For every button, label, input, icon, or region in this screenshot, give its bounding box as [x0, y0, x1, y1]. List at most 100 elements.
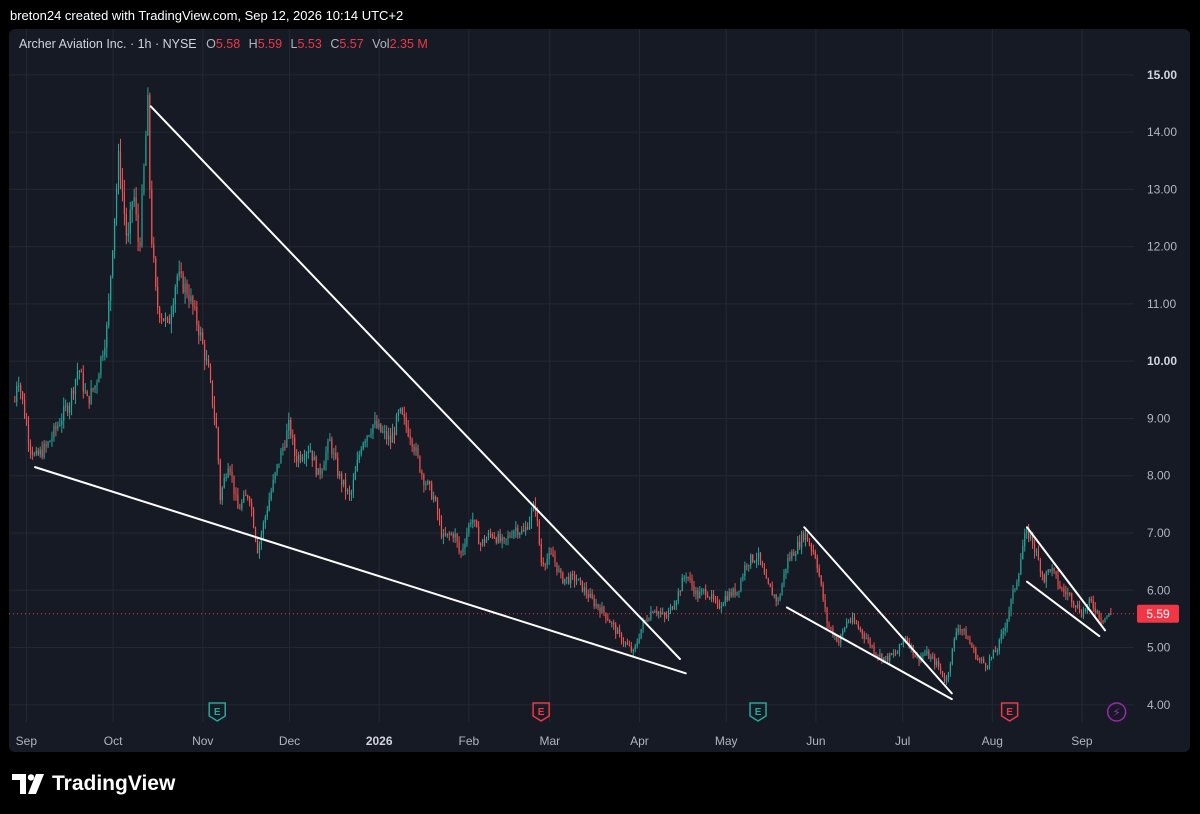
candle-body	[499, 533, 501, 542]
high-label: H	[248, 37, 258, 51]
candle-body	[370, 433, 372, 436]
candle-body	[472, 519, 474, 523]
earnings-marker	[532, 702, 550, 722]
candle-body	[444, 533, 446, 536]
candle-body	[959, 628, 961, 630]
candle-body	[742, 576, 744, 580]
candle-body	[429, 481, 431, 484]
candle-body	[646, 619, 648, 621]
candle-body	[225, 477, 227, 479]
tradingview-logo[interactable]: TradingView	[12, 770, 175, 798]
candle-body	[425, 484, 427, 486]
candle-body	[638, 638, 640, 643]
candle-body	[386, 431, 388, 440]
candle-body	[254, 527, 257, 540]
candle-body	[894, 653, 897, 655]
candle-body	[979, 659, 981, 661]
candle-body	[558, 569, 560, 572]
candle-body	[63, 406, 65, 421]
candle-body	[511, 536, 513, 538]
candle-body	[679, 591, 681, 593]
candle-body	[433, 496, 435, 500]
candle-body	[795, 553, 797, 556]
candle-body	[49, 441, 51, 443]
trendline	[803, 526, 953, 695]
candle-body	[440, 520, 443, 538]
candle-body	[337, 457, 339, 477]
candle-body	[581, 580, 583, 592]
candle-body	[730, 591, 732, 596]
candle-body	[609, 620, 611, 624]
candle-body	[1006, 619, 1008, 628]
candle-body	[270, 491, 272, 500]
candle-body	[1030, 532, 1032, 539]
candle-body	[648, 619, 650, 621]
candle-body	[546, 558, 548, 565]
candle-body	[804, 533, 807, 541]
candle-body	[656, 611, 658, 614]
symbol-name[interactable]: Archer Aviation Inc. · 1h · NYSE	[19, 37, 197, 51]
candle-body	[885, 656, 887, 658]
time-axis[interactable]: Sep Oct Nov Dec 2026 Feb Mar Apr May Jun Jul Aug Sep	[16, 734, 1093, 748]
candle-body	[245, 495, 247, 497]
candle-body	[1039, 559, 1042, 573]
candle-body	[936, 661, 938, 666]
candle-body	[309, 450, 311, 452]
candle-body	[376, 420, 378, 428]
candle-body	[1082, 610, 1085, 617]
candle-body	[699, 591, 701, 599]
candle-body	[720, 606, 722, 608]
candle-body	[331, 439, 333, 454]
candle-body	[190, 296, 192, 302]
price-axis[interactable]: 4.00 5.00 6.00 7.00 8.00 9.00 10.00 11.00 12.00 1…	[1147, 68, 1177, 712]
candle-body	[127, 233, 129, 236]
candle-body	[243, 495, 245, 502]
candle-body	[605, 612, 607, 619]
candle-body	[485, 538, 488, 543]
candle-body	[1055, 571, 1057, 575]
candle-body	[1026, 530, 1028, 534]
candle-body	[321, 470, 323, 475]
candle-body	[125, 213, 127, 236]
candle-body	[822, 584, 824, 600]
candle-body	[644, 619, 646, 621]
candle-body	[466, 533, 468, 544]
candle-body	[360, 449, 362, 455]
candle-body	[305, 453, 308, 459]
candle-body	[507, 535, 509, 539]
candle-body	[593, 598, 595, 607]
candle-body	[830, 627, 832, 629]
candle-body	[389, 435, 392, 443]
candle-body	[139, 242, 141, 246]
candle-body	[618, 629, 621, 634]
candle-body	[505, 538, 507, 540]
earnings-marker-label: E	[755, 707, 762, 718]
candle-body	[147, 95, 149, 136]
time-tick-label: Aug	[982, 734, 1003, 748]
candle-body	[1045, 572, 1047, 583]
candle-body	[192, 296, 194, 307]
candle-body	[532, 504, 535, 512]
candle-body	[57, 425, 59, 429]
price-tick-label: 10.00	[1147, 354, 1177, 368]
candle-body	[595, 604, 597, 607]
candle-body	[930, 656, 932, 659]
candle-body	[43, 444, 45, 458]
candle-body	[793, 552, 795, 556]
candle-body	[476, 520, 478, 527]
candle-body	[217, 427, 219, 461]
candle-body	[953, 638, 955, 649]
chart-pane[interactable]: 5.59 E E E E ⚡ 4.00 5.00 6.00 7.00 8.00 9.00 10.00…	[9, 29, 1190, 752]
candle-body	[515, 527, 517, 531]
chart-canvas[interactable]: 5.59 E E E E ⚡ 4.00 5.00 6.00 7.00 8.00 9.00 10.00…	[9, 29, 1190, 752]
candle-body	[1090, 598, 1092, 601]
candle-body	[791, 552, 793, 559]
candle-body	[634, 645, 636, 650]
candle-body	[262, 523, 264, 535]
candle-body	[344, 479, 347, 492]
candle-body	[975, 648, 977, 659]
last-price-line: 5.59	[9, 604, 1179, 623]
candle-body	[227, 468, 229, 478]
candle-body	[123, 192, 125, 214]
earnings-marker-label: E	[1006, 707, 1013, 718]
